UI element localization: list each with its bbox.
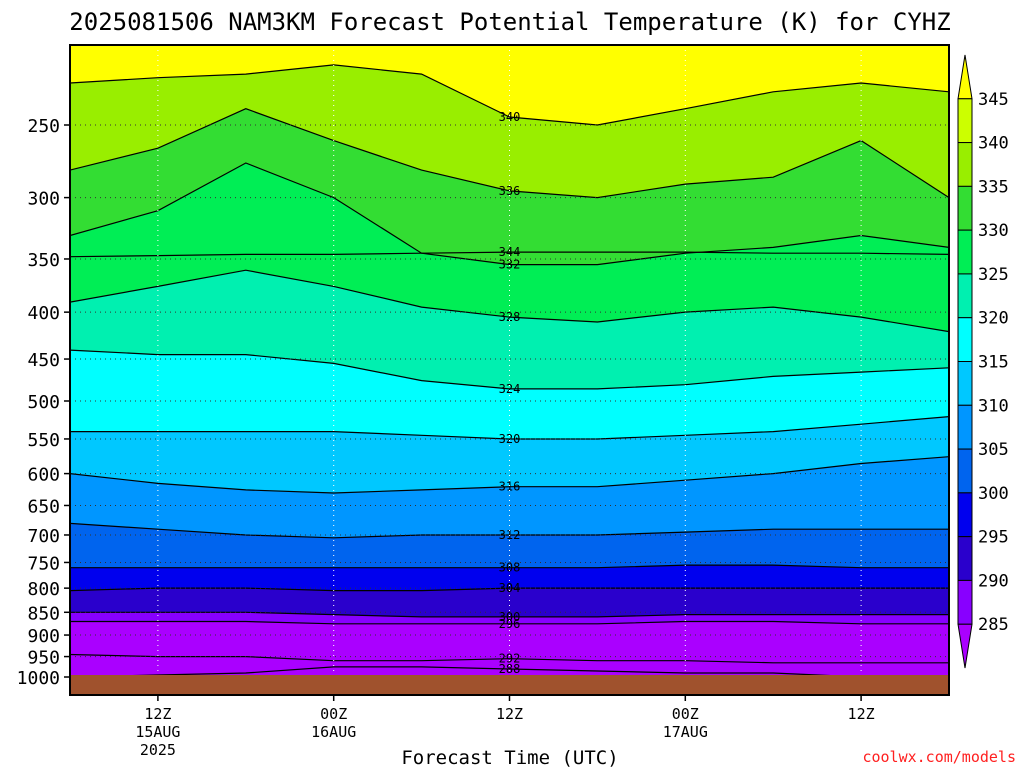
x-tick-label: 2025 xyxy=(140,741,176,759)
colorbar: 345 340 335 330 325 320 315 310 305 300 295 290 285 xyxy=(957,54,1009,669)
colorbar-label: 290 xyxy=(978,571,1009,591)
contour-label: 344 xyxy=(499,245,521,259)
y-tick-label: 350 xyxy=(27,250,60,271)
contour-324 xyxy=(70,349,949,390)
colorbar-swatch xyxy=(957,492,973,538)
contour-label: 320 xyxy=(499,432,521,446)
contour-332 xyxy=(70,162,949,266)
x-tick-label: 17AUG xyxy=(663,723,708,741)
colorbar-cap-top xyxy=(957,54,973,100)
contour-344 xyxy=(70,251,949,258)
y-axis: 2503003504004505005506006507007508008509… xyxy=(17,116,70,689)
colorbar-swatch xyxy=(957,404,973,450)
colorbar-swatch xyxy=(957,579,973,625)
credit-text: coolwx.com/models xyxy=(862,748,1016,766)
contour-label: 316 xyxy=(499,480,521,494)
y-tick-label: 250 xyxy=(27,116,60,137)
colorbar-label: 335 xyxy=(978,177,1009,197)
x-tick-label: 12Z xyxy=(848,705,875,723)
contour-label: 304 xyxy=(499,581,521,595)
contour-label: 328 xyxy=(499,310,521,324)
colorbar-label: 340 xyxy=(978,134,1009,154)
y-tick-label: 400 xyxy=(27,303,60,324)
colorbar-label: 285 xyxy=(978,615,1009,635)
contour-300 xyxy=(70,611,949,618)
colorbar-swatch xyxy=(957,142,973,187)
colorbar-swatch xyxy=(957,185,973,231)
colorbar-label: 330 xyxy=(978,221,1009,241)
chart-title: 2025081506 NAM3KM Forecast Potential Tem… xyxy=(69,8,950,36)
contour-label: 340 xyxy=(499,110,521,124)
x-tick-label: 00Z xyxy=(320,705,347,723)
colorbar-label: 325 xyxy=(978,265,1009,285)
y-tick-label: 600 xyxy=(27,465,60,486)
contour-label: 292 xyxy=(499,652,521,666)
ground-bar xyxy=(70,675,949,695)
contour-label: 324 xyxy=(499,382,521,396)
x-tick-label: 15AUG xyxy=(135,723,180,741)
colorbar-label: 315 xyxy=(978,353,1009,373)
x-tick-label: 12Z xyxy=(496,705,523,723)
colorbar-label: 300 xyxy=(978,484,1009,504)
y-tick-label: 300 xyxy=(27,189,60,210)
colorbar-swatch xyxy=(957,229,973,275)
y-tick-label: 550 xyxy=(27,430,60,451)
contour-label: 288 xyxy=(499,662,521,676)
x-tick-label: 12Z xyxy=(144,705,171,723)
colorbar-label: 305 xyxy=(978,440,1009,460)
y-tick-label: 500 xyxy=(27,392,60,413)
color-bands xyxy=(70,45,949,695)
y-tick-label: 750 xyxy=(27,553,60,574)
colorbar-swatch xyxy=(957,448,973,494)
contour-328 xyxy=(70,269,949,333)
y-tick-label: 900 xyxy=(27,626,60,647)
grid-lines xyxy=(70,45,949,695)
contour-304 xyxy=(70,587,949,592)
contour-label: 332 xyxy=(499,258,521,272)
y-tick-label: 700 xyxy=(27,526,60,547)
contour-308 xyxy=(70,564,949,569)
contour-label: 308 xyxy=(499,561,521,575)
contour-296 xyxy=(70,620,949,625)
colorbar-label: 295 xyxy=(978,528,1009,548)
x-axis-label: Forecast Time (UTC) xyxy=(401,747,618,768)
colorbar-label: 310 xyxy=(978,396,1009,416)
colorbar-label: 345 xyxy=(978,90,1009,110)
contour-320 xyxy=(70,416,949,440)
contour-288 xyxy=(70,666,949,678)
colorbar-swatch xyxy=(957,273,973,319)
colorbar-swatch xyxy=(957,98,973,144)
y-tick-label: 1000 xyxy=(17,668,60,689)
x-tick-label: 00Z xyxy=(672,705,699,723)
contour-292 xyxy=(70,653,949,664)
colorbar-swatch xyxy=(957,536,973,581)
y-tick-label: 650 xyxy=(27,496,60,517)
y-tick-label: 800 xyxy=(27,579,60,600)
colorbar-swatch xyxy=(957,317,973,363)
contour-label: 300 xyxy=(499,610,521,624)
colorbar-swatch xyxy=(957,361,973,406)
contour-lines: 3443403363323283243203163123083043002962… xyxy=(70,64,949,678)
contour-316 xyxy=(70,456,949,494)
colorbar-label: 320 xyxy=(978,309,1009,329)
x-tick-label: 16AUG xyxy=(311,723,356,741)
contour-label: 296 xyxy=(499,617,521,631)
y-tick-label: 850 xyxy=(27,603,60,624)
y-tick-label: 950 xyxy=(27,648,60,669)
contour-340 xyxy=(70,64,949,126)
y-tick-label: 450 xyxy=(27,350,60,371)
contour-label: 312 xyxy=(499,528,521,542)
colorbar-cap-bottom xyxy=(957,623,973,669)
